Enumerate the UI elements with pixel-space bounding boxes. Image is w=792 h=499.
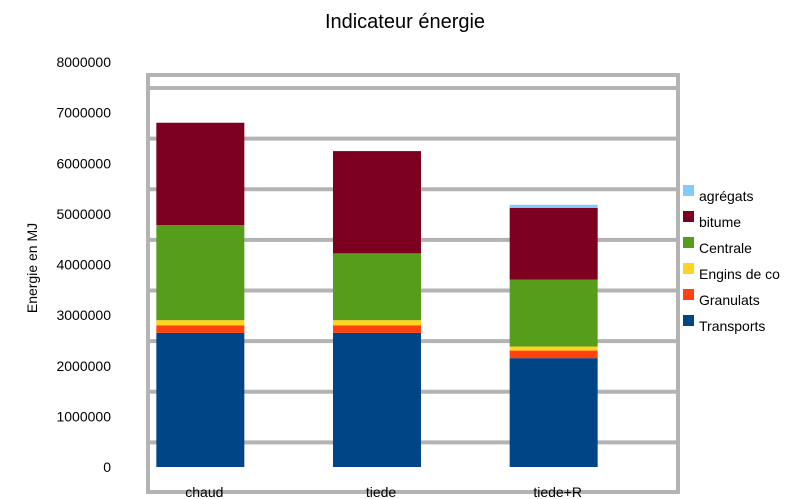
y-tick-label: 0: [103, 459, 111, 475]
bar-segment: [509, 204, 598, 208]
bar-segment: [156, 332, 245, 467]
bar-segment: [156, 225, 245, 321]
bar-segment: [509, 279, 598, 347]
legend-swatch: [683, 289, 694, 300]
bar-segment: [333, 253, 421, 321]
bar-segment: [333, 151, 421, 254]
x-tick-label: tiede: [366, 484, 397, 499]
bars: [156, 122, 598, 467]
bar-segment: [333, 332, 421, 467]
y-tick-label: 6000000: [56, 155, 111, 171]
y-tick-label: 7000000: [56, 105, 111, 121]
legend-swatch: [683, 237, 694, 248]
legend-entry: bitume: [699, 214, 741, 230]
y-tick-label: 4000000: [56, 257, 111, 273]
y-tick-label: 8000000: [56, 54, 111, 70]
y-tick-label: 3000000: [56, 307, 111, 323]
legend-swatch: [683, 211, 694, 222]
x-ticks: chaud tiede tiede+R: [185, 484, 582, 499]
bar-segment: [509, 207, 598, 280]
bar-segment: [156, 325, 245, 333]
bar-segment: [156, 320, 245, 326]
legend-swatch: [683, 185, 694, 196]
legend: agrégats bitume Centrale Engins de co Granul…: [683, 185, 780, 334]
y-tick-label: 1000000: [56, 408, 111, 424]
y-axis-label: Energie en MJ: [24, 223, 40, 313]
bar-segment: [156, 122, 245, 226]
chart-title: Indicateur énergie: [325, 11, 485, 33]
bar-segment: [333, 325, 421, 333]
y-tick-label: 5000000: [56, 206, 111, 222]
bar-segment: [509, 346, 598, 351]
plot-frame: [146, 73, 680, 494]
legend-entry: Centrale: [699, 240, 752, 256]
legend-entry: Granulats: [699, 292, 760, 308]
y-ticks: 0 1000000 2000000 3000000 4000000 5000000 6000…: [56, 54, 111, 475]
legend-entry: Transports: [699, 318, 765, 334]
x-tick-label: chaud: [185, 484, 223, 499]
legend-entry: agrégats: [699, 188, 753, 204]
x-tick-label: tiede+R: [533, 484, 582, 499]
bar-segment: [333, 320, 421, 326]
y-tick-label: 2000000: [56, 358, 111, 374]
legend-swatch: [683, 315, 694, 326]
legend-entry: Engins de co: [699, 266, 780, 282]
bar-segment: [509, 350, 598, 359]
bar-segment: [509, 358, 598, 467]
legend-swatch: [683, 263, 694, 274]
